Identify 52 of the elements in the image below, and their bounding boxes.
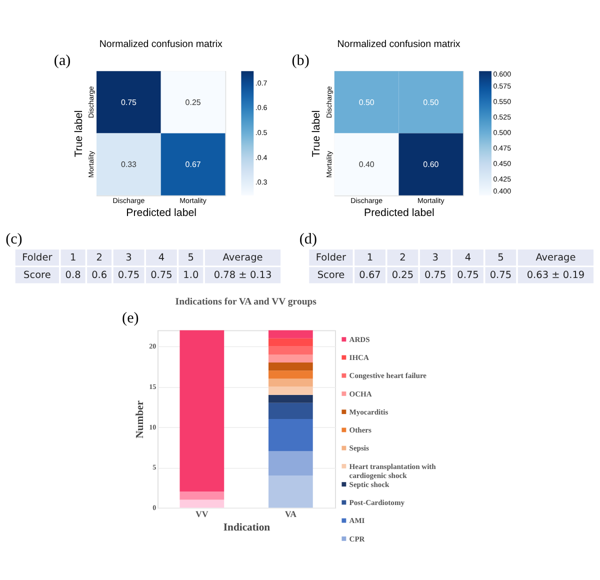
x-tick-label: 2 <box>96 252 102 264</box>
data-label: 0.25 <box>392 270 414 281</box>
y-axis-title: Number <box>134 400 146 438</box>
x-tick-label: Average <box>536 252 576 264</box>
data-label: 0.75 <box>457 270 479 281</box>
x-tick-label: Average <box>222 252 263 264</box>
x-tick-label: 3 <box>126 252 132 264</box>
x-tick-label: 4 <box>464 252 472 264</box>
data-label: 0.67 <box>359 270 381 281</box>
y-axis-title: True label <box>310 110 323 158</box>
y-axis-title: True label <box>72 110 85 158</box>
text: 0.63 ± 0.19 <box>526 270 585 281</box>
data-label: 0.75 <box>120 98 138 107</box>
data-label: 0.75 <box>118 270 140 281</box>
data-label: 0.75 <box>424 270 446 281</box>
data-label: 0.8 <box>65 270 81 281</box>
chart-title: Normalized confusion matrix <box>99 39 222 50</box>
data-label: 0.50 <box>358 98 375 107</box>
x-tick-label: 1 <box>366 252 374 264</box>
x-axis-title: Indication <box>223 522 270 534</box>
data-label: 0.6 <box>92 270 108 281</box>
text: (c) <box>6 231 22 248</box>
x-axis-title: Predicted label <box>364 207 434 220</box>
data-label: 0.75 <box>150 270 172 281</box>
x-tick-label: 4 <box>158 252 165 264</box>
x-tick-label: VV <box>196 509 209 520</box>
text: (b) <box>292 52 310 69</box>
x-tick-label: 5 <box>188 252 194 264</box>
text: 0.78 ± 0.13 <box>214 270 272 281</box>
data-label: 1.0 <box>183 270 199 281</box>
x-axis-title: Predicted label <box>126 207 197 220</box>
text: (a) <box>54 52 71 69</box>
x-axis-title: Folder <box>22 252 54 264</box>
data-label: 0.33 <box>120 160 138 169</box>
data-label: 0.40 <box>358 160 375 169</box>
x-tick-label: VA <box>284 509 298 520</box>
chart-title: Indications for VA and VV groups <box>175 296 317 308</box>
chart-title: Normalized confusion matrix <box>337 39 460 50</box>
data-label: 0.75 <box>490 270 512 281</box>
text: (d) <box>299 231 317 248</box>
data-label: 0.60 <box>423 160 440 169</box>
data-label: 0.25 <box>185 98 202 107</box>
y-tick-label: Score <box>317 270 345 281</box>
x-tick-label: 5 <box>498 252 504 264</box>
data-label: 0.67 <box>185 160 202 169</box>
x-tick-label: 3 <box>432 252 438 264</box>
y-tick-label: Score <box>24 270 51 281</box>
data-label: 0.50 <box>423 98 440 107</box>
x-tick-label: 1 <box>70 252 76 264</box>
annotation: (e) <box>122 310 139 326</box>
x-axis-title: Folder <box>316 252 348 264</box>
x-tick-label: 2 <box>400 252 406 264</box>
